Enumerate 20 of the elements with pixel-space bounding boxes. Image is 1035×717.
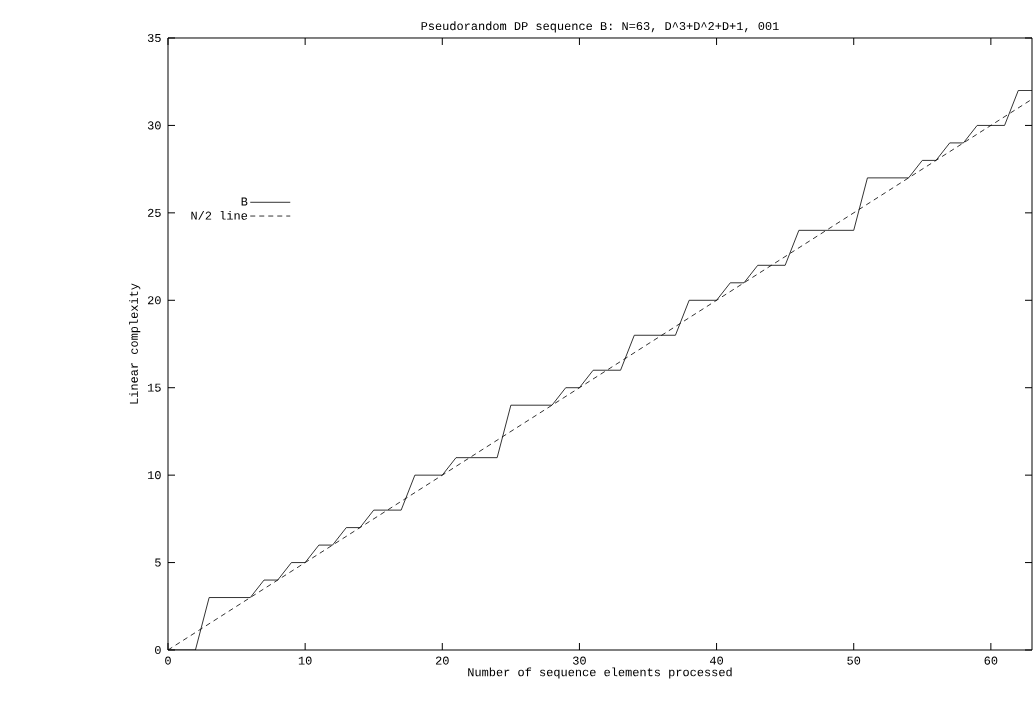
y-axis-title: Linear complexity xyxy=(129,283,141,404)
x-tick-label: 0 xyxy=(165,656,171,665)
x-tick-label: 40 xyxy=(709,656,724,665)
x-axis-title: Number of sequence elements processed xyxy=(468,667,732,679)
y-tick-label: 25 xyxy=(147,208,161,217)
x-tick-label: 50 xyxy=(847,656,861,665)
x-tick-label: 30 xyxy=(573,656,586,665)
legend-label: B xyxy=(241,197,248,206)
y-tick-label: 5 xyxy=(155,558,161,567)
y-tick-label: 15 xyxy=(147,383,161,392)
x-tick-label: 10 xyxy=(298,656,312,665)
y-tick-label: 10 xyxy=(147,471,161,480)
chart-title: Pseudorandom DP sequence B: N=63, D^3+D^2+D+1, 001 xyxy=(421,21,779,33)
x-tick-label: 20 xyxy=(435,656,449,665)
y-tick-label: 35 xyxy=(147,33,161,43)
y-tick-label: 20 xyxy=(147,296,161,305)
x-tick-label: 60 xyxy=(984,656,998,665)
y-tick-label: 30 xyxy=(147,121,161,130)
y-tick-label: 0 xyxy=(155,645,161,655)
legend-label: N/2 line xyxy=(191,210,248,220)
